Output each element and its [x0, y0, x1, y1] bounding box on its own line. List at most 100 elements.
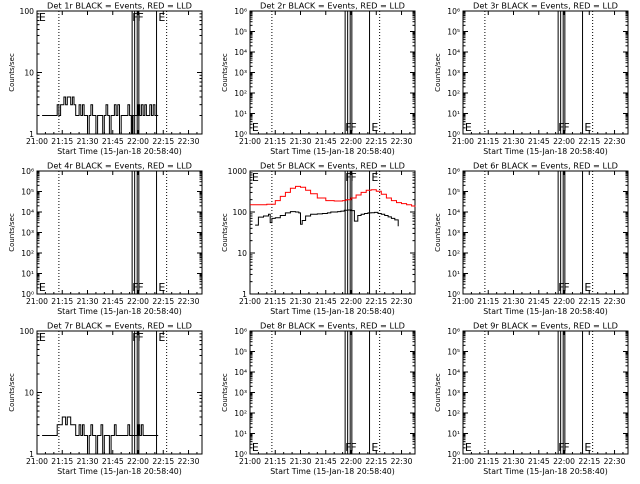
panel-title: Det 3r BLACK = Events, RED = LLD [473, 1, 618, 11]
y-tick-label: 10¹ [234, 110, 247, 119]
x-tick-label: 22:00 [340, 297, 362, 306]
annotation-e: E [584, 121, 591, 134]
annotation-f: F [558, 281, 564, 294]
x-tick-label: 22:30 [391, 137, 413, 146]
x-tick-label: 21:15 [477, 137, 499, 146]
panel-title: Det 8r BLACK = Events, RED = LLD [260, 321, 405, 331]
y-tick-label: 10² [21, 249, 34, 258]
y-tick-label: 10⁶ [447, 167, 460, 176]
x-tick-label: 21:00 [452, 297, 474, 306]
y-tick-label: 10 [24, 389, 34, 398]
x-tick-label: 22:00 [340, 457, 362, 466]
plot-frame [462, 10, 629, 135]
panel-det-4r: Det 4r BLACK = Events, RED = LLD Start Ti… [8, 161, 203, 316]
annotation-f: F [558, 121, 564, 134]
x-tick-label: 22:00 [127, 457, 149, 466]
y-tick-label: 100 [20, 7, 35, 16]
y-tick-label: 10³ [447, 229, 460, 238]
series-events-black [42, 416, 159, 455]
x-tick-label: 21:00 [239, 137, 261, 146]
panel-det-8r: Det 8r BLACK = Events, RED = LLD Start Ti… [221, 321, 416, 476]
x-tick-label: 21:30 [290, 297, 312, 306]
panel-title: Det 9r BLACK = Events, RED = LLD [473, 321, 618, 331]
x-tick-label: 21:45 [528, 137, 550, 146]
plot-frame [249, 170, 416, 295]
y-tick-label: 10² [447, 249, 460, 258]
x-tick-label: 21:30 [503, 297, 525, 306]
x-tick-label: 22:15 [152, 457, 174, 466]
y-tick-label: 10² [447, 409, 460, 418]
annotation-e: E [158, 281, 165, 294]
x-tick-label: 21:45 [315, 297, 337, 306]
y-axis-label: Counts/sec [434, 53, 442, 92]
x-axis-label: Start Time (15-Jan-18 20:58:40) [270, 147, 395, 156]
y-tick-label: 10¹ [447, 110, 460, 119]
x-tick-label: 21:45 [102, 137, 124, 146]
y-tick-label: 100 [233, 208, 248, 217]
y-tick-label: 10⁴ [447, 208, 460, 217]
x-tick-label: 21:15 [477, 297, 499, 306]
annotation-e: E [371, 121, 378, 134]
x-axis-label: Start Time (15-Jan-18 20:58:40) [57, 467, 182, 476]
panel-title: Det 7r BLACK = Events, RED = LLD [47, 321, 192, 331]
x-tick-label: 21:00 [26, 297, 48, 306]
x-tick-label: 22:15 [578, 297, 600, 306]
x-axis-label: Start Time (15-Jan-18 20:58:40) [270, 307, 395, 316]
x-tick-label: 21:00 [26, 137, 48, 146]
y-tick-label: 10³ [447, 389, 460, 398]
annotation-e: E [584, 281, 591, 294]
x-axis-label: Start Time (15-Jan-18 20:58:40) [57, 307, 182, 316]
y-tick-label: 10⁵ [234, 348, 247, 357]
x-tick-label: 22:15 [152, 137, 174, 146]
plot-frame [249, 10, 416, 135]
annotation-e: E [465, 441, 472, 454]
x-tick-label: 22:00 [553, 297, 575, 306]
y-tick-label: 10 [24, 69, 34, 78]
annotation-e: E [39, 281, 46, 294]
y-tick-label: 10⁶ [234, 7, 247, 16]
x-tick-label: 22:30 [604, 457, 626, 466]
annotation-f: F [563, 441, 569, 454]
x-tick-label: 21:45 [528, 457, 550, 466]
y-tick-label: 10⁴ [21, 208, 34, 217]
x-axis-label: Start Time (15-Jan-18 20:58:40) [483, 467, 608, 476]
y-axis-label: Counts/sec [8, 373, 16, 412]
x-tick-label: 21:00 [239, 457, 261, 466]
y-tick-label: 10⁵ [234, 28, 247, 37]
annotation-f: F [563, 281, 569, 294]
annotation-f: F [137, 281, 143, 294]
x-tick-label: 21:00 [239, 297, 261, 306]
x-tick-label: 22:00 [127, 137, 149, 146]
x-tick-label: 22:30 [604, 137, 626, 146]
x-tick-label: 22:30 [178, 457, 200, 466]
y-tick-label: 10⁵ [447, 28, 460, 37]
y-tick-label: 10⁰ [447, 130, 460, 139]
annotation-f: F [558, 441, 564, 454]
y-tick-label: 10¹ [447, 430, 460, 439]
annotation-e: E [252, 171, 259, 184]
annotation-e: E [158, 331, 165, 344]
panel-title: Det 2r BLACK = Events, RED = LLD [260, 1, 405, 11]
annotation-e: E [465, 121, 472, 134]
y-axis-label: Counts/sec [221, 213, 229, 252]
annotation-f: F [350, 171, 356, 184]
x-tick-label: 22:30 [604, 297, 626, 306]
y-axis-label: Counts/sec [8, 213, 16, 252]
y-tick-label: 10⁴ [447, 48, 460, 57]
x-tick-label: 21:30 [77, 137, 99, 146]
y-tick-label: 10⁴ [234, 368, 247, 377]
panel-det-3r: Det 3r BLACK = Events, RED = LLD Start Ti… [434, 1, 629, 156]
x-tick-label: 21:30 [503, 137, 525, 146]
annotation-f: F [563, 121, 569, 134]
x-tick-label: 21:30 [290, 457, 312, 466]
x-tick-label: 21:00 [26, 457, 48, 466]
y-tick-label: 1 [242, 290, 247, 299]
x-tick-label: 22:15 [365, 137, 387, 146]
plot-frame [249, 330, 416, 455]
annotation-f: F [350, 121, 356, 134]
series-lld-red [250, 185, 416, 207]
y-tick-label: 10⁰ [234, 130, 247, 139]
x-tick-label: 22:15 [152, 297, 174, 306]
panel-title: Det 1r BLACK = Events, RED = LLD [47, 1, 192, 11]
